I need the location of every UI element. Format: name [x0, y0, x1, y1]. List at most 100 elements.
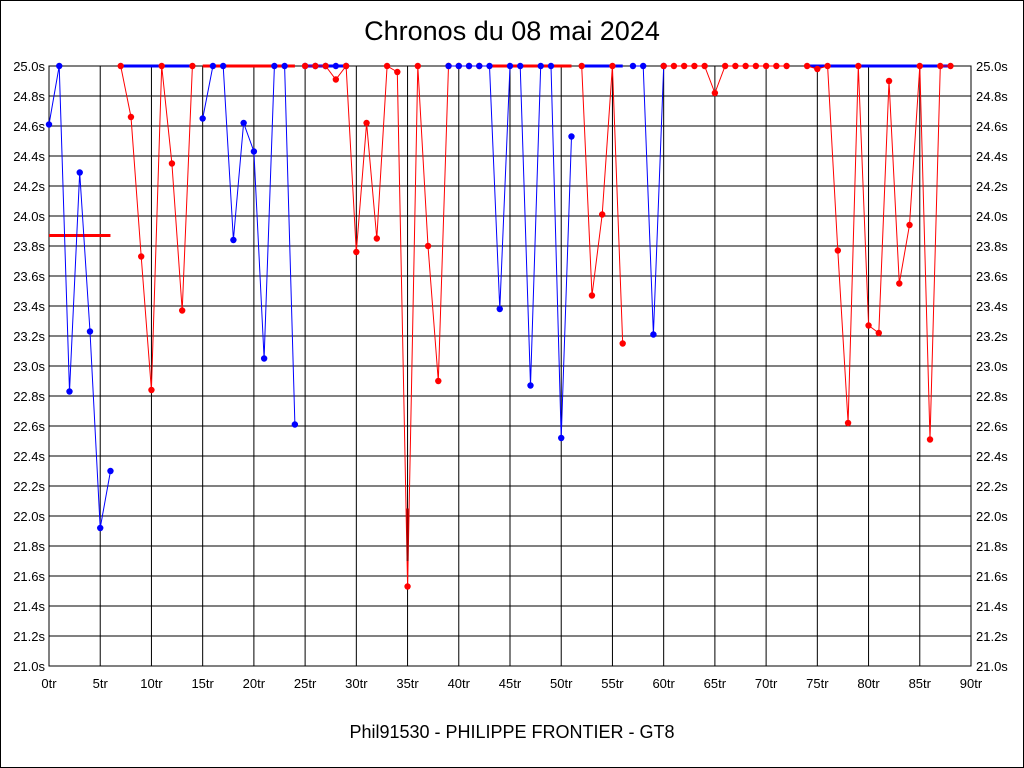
data-point: [824, 62, 831, 70]
data-point: [445, 62, 452, 70]
y-tick-label-right: 25.0s: [976, 59, 1008, 74]
data-point: [97, 524, 104, 532]
data-point: [476, 62, 483, 70]
data-point: [240, 119, 247, 127]
y-tick-label-right: 23.4s: [976, 299, 1008, 314]
data-point: [414, 62, 421, 70]
data-point: [332, 62, 340, 70]
y-tick-label-left: 22.2s: [13, 479, 45, 494]
data-point: [906, 221, 913, 229]
data-point: [271, 62, 278, 70]
data-point: [230, 236, 237, 244]
data-point: [773, 62, 780, 70]
data-point: [219, 62, 227, 70]
y-tick-label-right: 22.4s: [976, 449, 1008, 464]
data-point: [383, 62, 391, 70]
y-tick-label-left: 21.0s: [13, 659, 45, 674]
chart-footer: Phil91530 - PHILIPPE FRONTIER - GT8: [349, 722, 675, 742]
data-point: [496, 305, 503, 313]
data-point: [117, 62, 124, 70]
data-point: [435, 377, 442, 385]
data-point: [517, 62, 524, 70]
y-tick-label-right: 21.8s: [976, 539, 1008, 554]
y-tick-label-left: 21.8s: [13, 539, 45, 554]
data-point: [455, 62, 462, 70]
data-point: [45, 121, 53, 128]
data-point: [547, 62, 555, 70]
y-tick-label-left: 23.6s: [13, 269, 45, 284]
data-point: [353, 248, 360, 256]
data-point: [875, 329, 882, 337]
x-tick-label: 30tr: [345, 676, 368, 691]
y-tick-label-left: 22.0s: [13, 509, 45, 524]
y-tick-label-right: 21.4s: [976, 599, 1008, 614]
data-point: [619, 340, 626, 347]
y-tick-label-right: 21.6s: [976, 569, 1008, 584]
data-point: [527, 382, 534, 389]
data-point: [558, 434, 565, 442]
data-point: [127, 113, 135, 121]
x-tick-label: 5tr: [93, 676, 109, 691]
data-point: [312, 62, 319, 70]
y-tick-label-left: 21.2s: [13, 629, 45, 644]
y-tick-label-left: 23.0s: [13, 359, 45, 374]
y-tick-label-right: 24.6s: [976, 119, 1008, 134]
data-point: [107, 467, 114, 475]
y-tick-label-right: 21.2s: [976, 629, 1008, 644]
y-tick-label-right: 21.0s: [976, 659, 1008, 674]
data-point: [885, 77, 893, 85]
y-tick-label-left: 23.4s: [13, 299, 45, 314]
data-point: [660, 62, 667, 70]
x-tick-label: 85tr: [909, 676, 932, 691]
data-point: [342, 62, 350, 70]
data-point: [66, 388, 73, 395]
data-point: [609, 62, 616, 70]
data-point: [650, 331, 657, 338]
data-point: [86, 328, 94, 335]
y-tick-label-right: 23.2s: [976, 329, 1008, 344]
data-point: [138, 253, 145, 260]
y-tick-label-left: 24.0s: [13, 209, 45, 224]
data-point: [332, 76, 340, 83]
data-point: [639, 62, 647, 70]
x-tick-label: 90tr: [960, 676, 983, 691]
x-tick-label: 40tr: [448, 676, 471, 691]
data-point: [301, 62, 309, 70]
data-point: [486, 62, 493, 70]
data-point: [404, 583, 411, 590]
data-point: [148, 386, 155, 394]
data-point: [834, 247, 842, 254]
data-point: [629, 62, 637, 70]
data-point: [711, 89, 719, 97]
data-point: [56, 62, 63, 70]
data-point: [896, 280, 903, 287]
y-tick-label-right: 24.4s: [976, 149, 1008, 164]
y-tick-label-right: 22.6s: [976, 419, 1008, 434]
y-tick-label-left: 24.8s: [13, 89, 45, 104]
y-tick-label-left: 25.0s: [13, 59, 45, 74]
data-point: [670, 62, 678, 70]
data-point: [783, 62, 790, 70]
data-point: [947, 62, 954, 70]
x-tick-label: 50tr: [550, 676, 573, 691]
data-point: [578, 62, 585, 70]
x-tick-label: 0tr: [41, 676, 57, 691]
x-tick-label: 35tr: [396, 676, 419, 691]
y-tick-label-right: 24.8s: [976, 89, 1008, 104]
data-point: [291, 421, 299, 428]
y-tick-label-left: 21.4s: [13, 599, 45, 614]
data-point: [721, 62, 729, 70]
data-point: [701, 62, 708, 70]
y-tick-label-right: 23.6s: [976, 269, 1008, 284]
series-line: [632, 65, 665, 335]
y-tick-label-left: 21.6s: [13, 569, 45, 584]
x-tick-label: 80tr: [857, 676, 880, 691]
data-point: [506, 62, 514, 70]
data-point: [916, 62, 923, 70]
x-tick-label: 15tr: [191, 676, 214, 691]
data-point: [732, 62, 739, 70]
y-tick-label-right: 22.0s: [976, 509, 1008, 524]
y-tick-label-left: 24.4s: [13, 149, 45, 164]
y-tick-label-left: 22.8s: [13, 389, 45, 404]
